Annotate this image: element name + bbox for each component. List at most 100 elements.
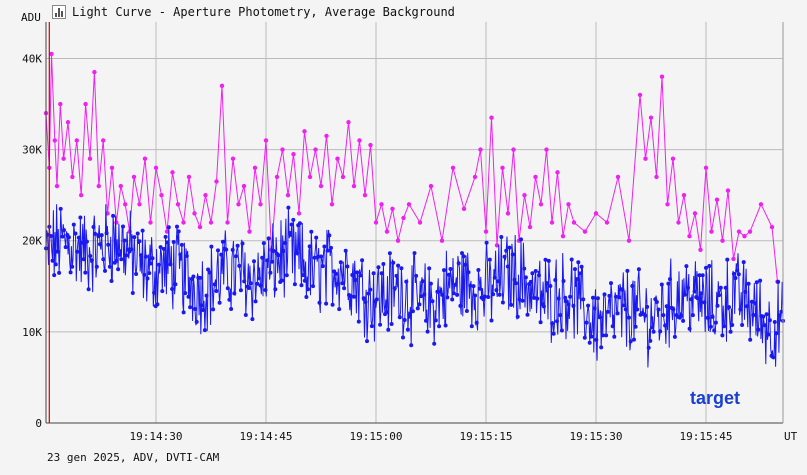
target-point — [582, 335, 587, 340]
target-point — [612, 334, 617, 339]
target-point — [748, 337, 753, 342]
chart-icon[interactable] — [52, 5, 66, 19]
target-point — [198, 275, 202, 280]
target-point — [124, 253, 129, 258]
y-tick-label: 40K — [22, 52, 42, 65]
comparison-point — [533, 174, 538, 180]
target-point — [410, 309, 415, 314]
target-point — [240, 241, 245, 246]
target-point — [668, 277, 672, 282]
target-point — [161, 247, 166, 251]
comparison-point — [214, 179, 219, 184]
comparison-point — [291, 151, 296, 157]
comparison-point — [665, 202, 670, 207]
target-point — [702, 300, 707, 305]
y-axis-label: ADU — [21, 11, 41, 24]
target-point — [632, 337, 636, 342]
target-point — [763, 323, 767, 328]
target-point — [553, 278, 558, 282]
target-point — [471, 284, 476, 289]
target-point — [360, 258, 365, 263]
comparison-point — [329, 202, 335, 207]
target-point — [566, 302, 571, 307]
target-point — [478, 286, 482, 291]
target-point — [610, 324, 615, 329]
target-point — [319, 254, 324, 259]
target-point — [117, 252, 122, 257]
target-point — [586, 303, 591, 308]
target-point — [707, 264, 712, 268]
comparison-point — [720, 238, 725, 243]
target-point — [528, 279, 533, 284]
target-point — [176, 229, 181, 234]
comparison-point — [527, 224, 533, 230]
comparison-point — [197, 224, 203, 230]
target-point — [515, 314, 520, 319]
target-point — [556, 296, 561, 301]
target-point — [66, 235, 71, 240]
target-point — [712, 328, 717, 333]
target-point — [658, 329, 663, 334]
target-point — [168, 262, 173, 267]
target-point — [366, 291, 371, 296]
comparison-point — [731, 256, 736, 262]
comparison-point — [142, 156, 148, 161]
target-point — [671, 307, 676, 312]
target-point — [525, 312, 530, 317]
target-point — [237, 263, 242, 268]
target-point — [271, 249, 276, 253]
target-point — [106, 242, 111, 247]
target-point — [443, 323, 448, 328]
target-point — [679, 313, 684, 318]
target-point — [550, 321, 555, 326]
target-point — [93, 231, 98, 236]
comparison-point — [494, 243, 500, 248]
comparison-point — [192, 211, 197, 216]
comparison-point — [681, 192, 687, 198]
target-point — [276, 253, 281, 258]
target-point — [378, 322, 383, 327]
comparison-point — [395, 238, 401, 243]
target-point — [122, 238, 127, 243]
target-point — [142, 272, 147, 277]
comparison-point — [247, 229, 252, 234]
target-point — [661, 313, 666, 318]
target-point — [537, 273, 541, 278]
target-point — [727, 305, 731, 310]
comparison-point — [615, 174, 621, 180]
target-point — [558, 313, 563, 318]
target-point — [666, 281, 671, 286]
target-point — [396, 263, 401, 268]
comparison-point — [175, 202, 181, 207]
plot-area — [46, 22, 783, 423]
comparison-point — [79, 192, 84, 198]
comparison-point — [186, 174, 192, 180]
target-point — [713, 320, 718, 325]
target-point — [243, 313, 248, 317]
target-point — [464, 309, 469, 313]
target-point — [94, 264, 99, 269]
target-point — [158, 245, 163, 250]
target-point — [630, 284, 635, 288]
target-point — [130, 291, 135, 295]
target-point — [715, 303, 720, 308]
comparison-point — [96, 183, 102, 189]
target-point — [445, 295, 450, 300]
target-point — [363, 300, 368, 304]
target-point — [58, 206, 63, 211]
target-point — [371, 271, 376, 276]
target-point — [202, 328, 207, 333]
target-point — [496, 279, 500, 284]
target-point — [684, 264, 689, 269]
target-point — [327, 233, 332, 238]
target-point — [199, 303, 204, 308]
target-point — [417, 302, 422, 307]
target-point — [594, 337, 599, 342]
target-point — [384, 310, 389, 315]
comparison-point — [483, 229, 489, 234]
target-point — [188, 305, 193, 310]
x-tick-label: 19:15:00 — [350, 430, 403, 443]
comparison-point — [709, 229, 714, 234]
comparison-point — [153, 165, 159, 171]
target-point — [211, 307, 216, 312]
